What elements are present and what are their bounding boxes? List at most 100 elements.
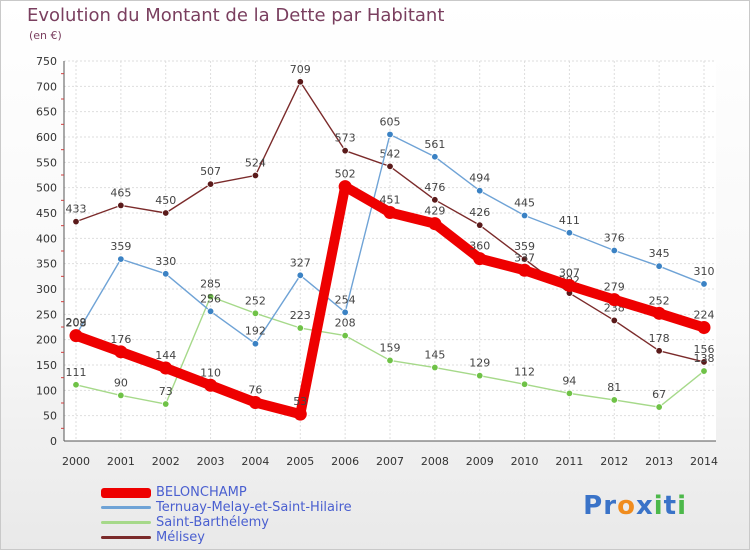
data-point-melisey — [476, 221, 484, 229]
data-point-saint-barthelemy — [520, 380, 529, 388]
data-label-belonchamp: 144 — [155, 349, 176, 362]
y-tick-label: 250 — [36, 308, 57, 321]
data-label-belonchamp: 252 — [649, 294, 670, 307]
data-point-saint-barthelemy — [565, 389, 574, 398]
data-point-ternuay-melay-et-saint-hilaire — [341, 308, 349, 317]
data-label-ternuay-melay-et-saint-hilaire: 359 — [110, 240, 131, 253]
data-label-belonchamp: 110 — [200, 366, 221, 379]
data-label-ternuay-melay-et-saint-hilaire: 445 — [514, 197, 535, 210]
y-tick-label: 150 — [36, 359, 57, 372]
x-tick-label: 2005 — [286, 455, 314, 468]
data-label-ternuay-melay-et-saint-hilaire: 254 — [335, 293, 356, 306]
data-point-saint-barthelemy — [655, 403, 663, 411]
data-point-saint-barthelemy — [386, 356, 394, 365]
data-point-belonchamp — [697, 321, 711, 335]
data-label-melisey: 156 — [694, 343, 715, 356]
data-label-saint-barthelemy: 208 — [335, 317, 356, 330]
data-point-melisey — [296, 78, 304, 86]
data-label-saint-barthelemy: 252 — [245, 294, 266, 307]
x-tick-label: 2000 — [62, 455, 90, 468]
x-tick-label: 2012 — [600, 455, 628, 468]
data-point-saint-barthelemy — [431, 363, 439, 372]
data-label-saint-barthelemy: 73 — [159, 385, 173, 398]
data-point-ternuay-melay-et-saint-hilaire — [386, 130, 394, 139]
x-tick-label: 2010 — [511, 455, 539, 468]
data-point-melisey — [655, 347, 663, 355]
data-point-belonchamp — [293, 407, 307, 421]
data-point-belonchamp — [69, 329, 83, 343]
y-tick-label: 700 — [36, 80, 57, 93]
data-label-ternuay-melay-et-saint-hilaire: 192 — [245, 325, 266, 338]
data-point-ternuay-melay-et-saint-hilaire — [610, 246, 618, 255]
data-point-melisey — [610, 316, 618, 325]
data-label-ternuay-melay-et-saint-hilaire: 209 — [66, 316, 87, 329]
y-tick-label: 450 — [36, 207, 57, 220]
chart-title: Evolution du Montant de la Dette par Hab… — [27, 5, 445, 26]
data-label-belonchamp: 53 — [293, 395, 307, 408]
data-label-ternuay-melay-et-saint-hilaire: 327 — [290, 256, 311, 269]
y-tick-label: 500 — [36, 182, 57, 195]
logo-letter: r — [603, 491, 618, 521]
x-tick-label: 2004 — [241, 455, 269, 468]
data-point-saint-barthelemy — [72, 381, 80, 389]
legend-label: Saint-Barthélemy — [156, 515, 269, 530]
data-label-ternuay-melay-et-saint-hilaire: 256 — [200, 292, 221, 305]
data-point-melisey — [251, 171, 260, 180]
data-label-ternuay-melay-et-saint-hilaire: 561 — [424, 138, 445, 151]
y-tick-label: 650 — [36, 106, 57, 119]
data-label-belonchamp: 360 — [469, 240, 490, 253]
data-point-ternuay-melay-et-saint-hilaire — [655, 262, 663, 270]
logo-letter: i — [677, 491, 687, 521]
data-label-melisey: 507 — [200, 165, 221, 178]
chart-subtitle: (en €) — [29, 29, 62, 42]
x-tick-label: 2008 — [421, 455, 449, 468]
data-point-ternuay-melay-et-saint-hilaire — [700, 280, 708, 288]
data-label-saint-barthelemy: 111 — [66, 366, 87, 379]
x-tick-label: 2002 — [152, 455, 180, 468]
legend-swatch — [101, 506, 151, 509]
data-point-saint-barthelemy — [117, 391, 125, 400]
data-point-belonchamp — [383, 205, 397, 219]
x-tick-label: 2014 — [690, 455, 718, 468]
data-label-ternuay-melay-et-saint-hilaire: 411 — [559, 214, 580, 227]
data-point-saint-barthelemy — [296, 324, 304, 332]
data-point-melisey — [206, 180, 215, 188]
data-label-belonchamp: 76 — [248, 383, 262, 396]
data-point-saint-barthelemy — [610, 396, 618, 404]
data-label-ternuay-melay-et-saint-hilaire: 330 — [155, 255, 176, 268]
x-tick-label: 2003 — [197, 455, 225, 468]
proxiti-logo: Proxiti — [583, 491, 687, 521]
y-tick-label: 550 — [36, 156, 57, 169]
logo-letter: P — [583, 491, 604, 521]
data-label-melisey: 359 — [514, 240, 535, 253]
data-point-melisey — [341, 146, 349, 155]
data-point-belonchamp — [518, 263, 532, 277]
data-label-saint-barthelemy: 112 — [514, 365, 535, 378]
data-label-melisey: 542 — [380, 147, 401, 160]
data-label-belonchamp: 451 — [380, 193, 401, 206]
data-point-ternuay-melay-et-saint-hilaire — [431, 153, 439, 161]
data-point-melisey — [431, 196, 439, 204]
data-label-belonchamp: 502 — [335, 168, 356, 181]
data-label-saint-barthelemy: 223 — [290, 309, 311, 322]
y-tick-label: 300 — [36, 283, 57, 296]
y-tick-label: 400 — [36, 232, 57, 245]
data-point-melisey — [162, 209, 170, 217]
data-point-belonchamp — [248, 395, 262, 409]
data-label-ternuay-melay-et-saint-hilaire: 605 — [380, 115, 401, 128]
data-label-melisey: 426 — [469, 206, 490, 219]
data-point-melisey — [386, 162, 394, 171]
data-point-melisey — [117, 201, 125, 210]
data-label-belonchamp: 176 — [110, 333, 131, 346]
x-tick-label: 2009 — [466, 455, 494, 468]
data-point-saint-barthelemy — [162, 400, 170, 408]
legend-swatch — [101, 521, 151, 524]
data-point-belonchamp — [204, 378, 218, 392]
y-tick-label: 600 — [36, 131, 57, 144]
x-tick-label: 2006 — [331, 455, 359, 468]
data-label-saint-barthelemy: 81 — [607, 381, 621, 394]
data-label-melisey: 573 — [335, 132, 356, 145]
data-point-belonchamp — [652, 306, 666, 320]
